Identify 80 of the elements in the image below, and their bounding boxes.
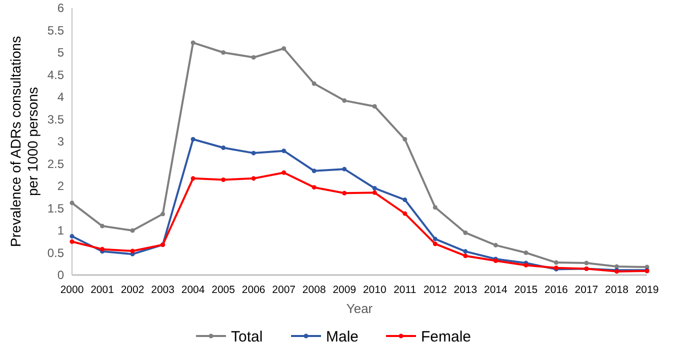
x-tick-label: 2006 [242,284,266,296]
y-tick-label: 3.5 [47,112,64,126]
y-tick-label: 0 [57,268,64,282]
x-tick-label: 2005 [212,284,236,296]
y-axis-title: Prevalence of ADRs consultations per 1000 persons [8,36,40,247]
point [463,230,468,235]
point [372,186,377,190]
x-tick-label: 2002 [120,284,144,296]
point [312,81,316,86]
point [554,260,558,265]
x-tick-label: 2013 [454,284,478,296]
y-tick-label: 6 [57,1,64,16]
point [312,185,316,190]
x-tick-label: 2011 [394,284,416,296]
point [221,50,226,55]
point [372,190,377,195]
x-tick-label: 2008 [302,284,326,296]
point [70,200,74,206]
point [190,137,196,142]
x-tick-label: 2000 [60,284,84,296]
y-tick-label: 1 [57,224,64,238]
point [342,190,347,196]
x-tick-label: 2016 [544,284,568,296]
point [130,248,135,254]
point [70,234,74,239]
legend-label: Female [421,328,472,346]
x-tick-label: 2015 [514,284,538,296]
point [100,224,105,228]
x-tick-label: 2007 [272,284,296,296]
x-tick-label: 2001 [90,284,114,296]
point [342,166,347,172]
point [70,239,74,244]
x-tick-label: 2010 [362,284,386,296]
x-tick-label: 2014 [484,284,508,296]
point [584,260,589,266]
point [372,104,377,109]
point [282,46,286,51]
point [463,254,468,258]
x-axis-title: Year [346,301,374,316]
point [221,178,226,182]
point [282,170,286,175]
point [493,242,498,248]
point [251,55,256,60]
y-tick-label: 5.5 [47,23,64,38]
x-tick-label: 2017 [574,284,598,296]
y-tick-label: 1.5 [47,201,64,216]
x-tick-label: 2012 [423,284,447,296]
point [160,212,166,216]
y-tick-label: 5 [57,46,64,60]
point [432,242,438,246]
point [463,249,468,254]
y-tick-label: 4 [57,90,64,104]
point [190,40,196,45]
legend-label: Total [231,328,263,346]
point [221,145,226,150]
point [312,168,316,174]
x-tick-label: 2003 [151,284,175,296]
y-tick-label: 2 [57,179,64,194]
point [402,137,408,142]
point [100,246,105,252]
y-tick-label: 4.5 [47,68,64,82]
x-tick-label: 2009 [332,284,356,296]
point [282,148,286,154]
point [432,205,438,210]
y-tick-label: 3 [57,134,64,149]
point [402,198,408,202]
x-tick-label: 2019 [635,284,659,296]
legend-label: Male [326,328,359,346]
y-tick-label: 0.5 [47,246,64,260]
point [432,236,438,242]
point [402,211,408,216]
x-tick-label: 2018 [605,284,629,296]
point [251,176,256,181]
x-tick-label: 2004 [181,284,205,296]
y-tick-label: 2.5 [47,156,64,171]
point [342,98,347,103]
point [190,176,196,181]
point [130,228,135,233]
point [251,150,256,156]
point [524,250,528,256]
